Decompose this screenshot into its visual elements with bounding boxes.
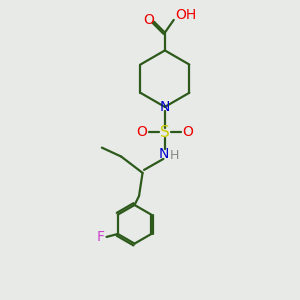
Text: S: S xyxy=(160,125,170,140)
Text: N: N xyxy=(159,148,169,161)
Text: O: O xyxy=(143,13,154,27)
Text: N: N xyxy=(160,100,170,114)
Text: O: O xyxy=(183,125,194,139)
Text: O: O xyxy=(136,125,147,139)
Text: F: F xyxy=(97,230,105,244)
Text: OH: OH xyxy=(175,8,196,22)
Text: H: H xyxy=(170,149,179,162)
